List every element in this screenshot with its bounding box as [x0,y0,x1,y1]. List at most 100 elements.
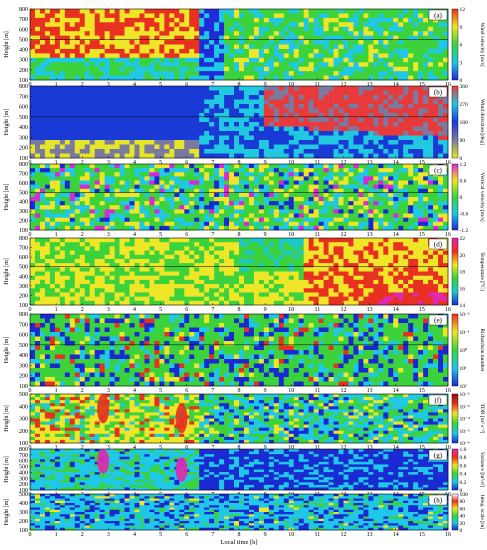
colorbar [451,448,459,491]
y-tick-label: 400 [19,125,28,131]
x-tick-label: 14 [393,307,399,313]
x-tick-label: 2 [81,445,84,451]
heatmap-cells [30,238,449,306]
colorbar-label: Vertical velocity [m/s] [479,172,485,221]
colorbar-tick-label: 10⁻³ [460,404,470,410]
y-tick-label: 500 [19,492,28,498]
y-tick-label: 800 [19,162,28,168]
x-tick-label: 9 [264,388,267,394]
heatmap-cells [30,494,449,531]
x-tick-label: 0 [29,307,32,313]
colorbar-tick-label: 16 [460,286,466,292]
y-axis-label: Height [m] [4,499,10,526]
x-tick-label: 12 [341,532,347,538]
x-tick-label: 16 [445,307,451,313]
colorbar-label: Richardson number [479,328,485,371]
x-tick-label: 15 [419,82,425,88]
y-tick-label: 200 [19,519,28,525]
x-axis-label: Local time [h] [220,539,257,546]
x-tick-label: 0 [29,160,32,166]
y-tick-label: 100 [19,384,28,390]
x-tick-label: 9 [264,532,267,538]
x-tick-label: 5 [159,160,162,166]
y-tick-label: 300 [19,135,28,141]
y-tick-label: 800 [19,447,28,453]
colorbar-label: TDR [m² s⁻³] [479,403,485,433]
y-axis-label: Height [m] [4,109,10,136]
y-tick-label: 700 [19,171,28,177]
colorbar-tick-label: 18 [460,270,466,276]
colorbar-tick-label: 10⁻¹ [460,330,470,336]
x-tick-label: 10 [288,388,294,394]
y-tick-label: 300 [19,510,28,516]
panel-label: (d) [434,241,443,249]
x-tick-label: 3 [107,445,110,451]
x-tick-label: 10 [288,82,294,88]
x-tick-label: 5 [159,307,162,313]
x-tick-label: 16 [445,532,451,538]
y-tick-label: 800 [19,84,28,90]
y-tick-label: 500 [19,392,28,398]
x-tick-label: 7 [211,232,214,238]
y-tick-label: 700 [19,17,28,23]
colorbar-tick-label: 10⁻² [460,312,470,318]
y-tick-label: 600 [19,27,28,33]
x-tick-label: 10 [288,232,294,238]
x-tick-label: 9 [264,307,267,313]
y-axis-label: Height [m] [4,337,10,364]
x-tick-label: 7 [211,445,214,451]
x-tick-label: 2 [81,232,84,238]
y-tick-label: 700 [19,453,28,459]
x-tick-label: 11 [314,307,320,313]
x-tick-label: 11 [314,445,320,451]
x-tick-label: 15 [419,532,425,538]
colorbar-tick-label: 0.4 [460,472,467,478]
x-tick-label: 7 [211,388,214,394]
colorbar-tick-label: 10⁻⁵ [460,429,470,435]
x-tick-label: 11 [314,532,320,538]
x-tick-label: 12 [341,232,347,238]
x-tick-label: 12 [341,445,347,451]
colorbar-tick-label: 90 [460,138,466,144]
x-tick-label: 12 [341,388,347,394]
y-tick-label: 200 [19,482,28,488]
colorbar [451,85,459,159]
panel-label: (b) [434,89,443,97]
x-tick-label: 6 [185,307,188,313]
x-tick-label: 13 [367,532,373,538]
x-tick-label: 15 [419,232,425,238]
x-tick-label: 8 [238,532,241,538]
y-tick-label: 800 [19,312,28,318]
x-tick-label: 2 [81,388,84,394]
colorbar-tick-label: 3 [460,60,463,66]
x-tick-label: 8 [238,82,241,88]
y-tick-label: 600 [19,181,28,187]
x-tick-label: 13 [367,445,373,451]
colorbar-tick-label: 80 [460,499,466,505]
colorbar-tick-label: 20 [460,521,466,527]
colorbar-tick-label: 10⁰ [460,347,469,354]
x-tick-label: 5 [159,388,162,394]
x-tick-label: 13 [367,388,373,394]
y-tick-label: 100 [19,528,28,534]
x-tick-label: 8 [238,445,241,451]
colorbar-tick-label: 60 [460,506,466,512]
colorbar-tick-label: 12 [460,7,466,13]
x-tick-label: 4 [133,232,136,238]
x-tick-label: 1 [55,82,58,88]
panel-label: (c) [434,167,442,175]
y-tick-label: 300 [19,417,28,423]
colorbar-tick-label: 270 [460,102,469,108]
colorbar [451,493,459,531]
panel-label: (h) [434,497,443,505]
x-tick-label: 3 [107,532,110,538]
y-tick-label: 400 [19,501,28,507]
colorbar-label: Variance [m²/s²] [479,452,485,488]
colorbar [451,313,459,387]
y-tick-label: 600 [19,255,28,261]
y-tick-label: 100 [19,156,28,162]
x-tick-label: 16 [445,232,451,238]
